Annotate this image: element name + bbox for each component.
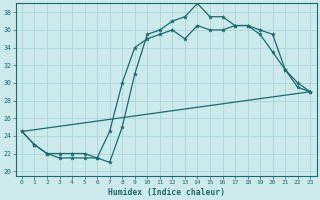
X-axis label: Humidex (Indice chaleur): Humidex (Indice chaleur) <box>108 188 225 197</box>
